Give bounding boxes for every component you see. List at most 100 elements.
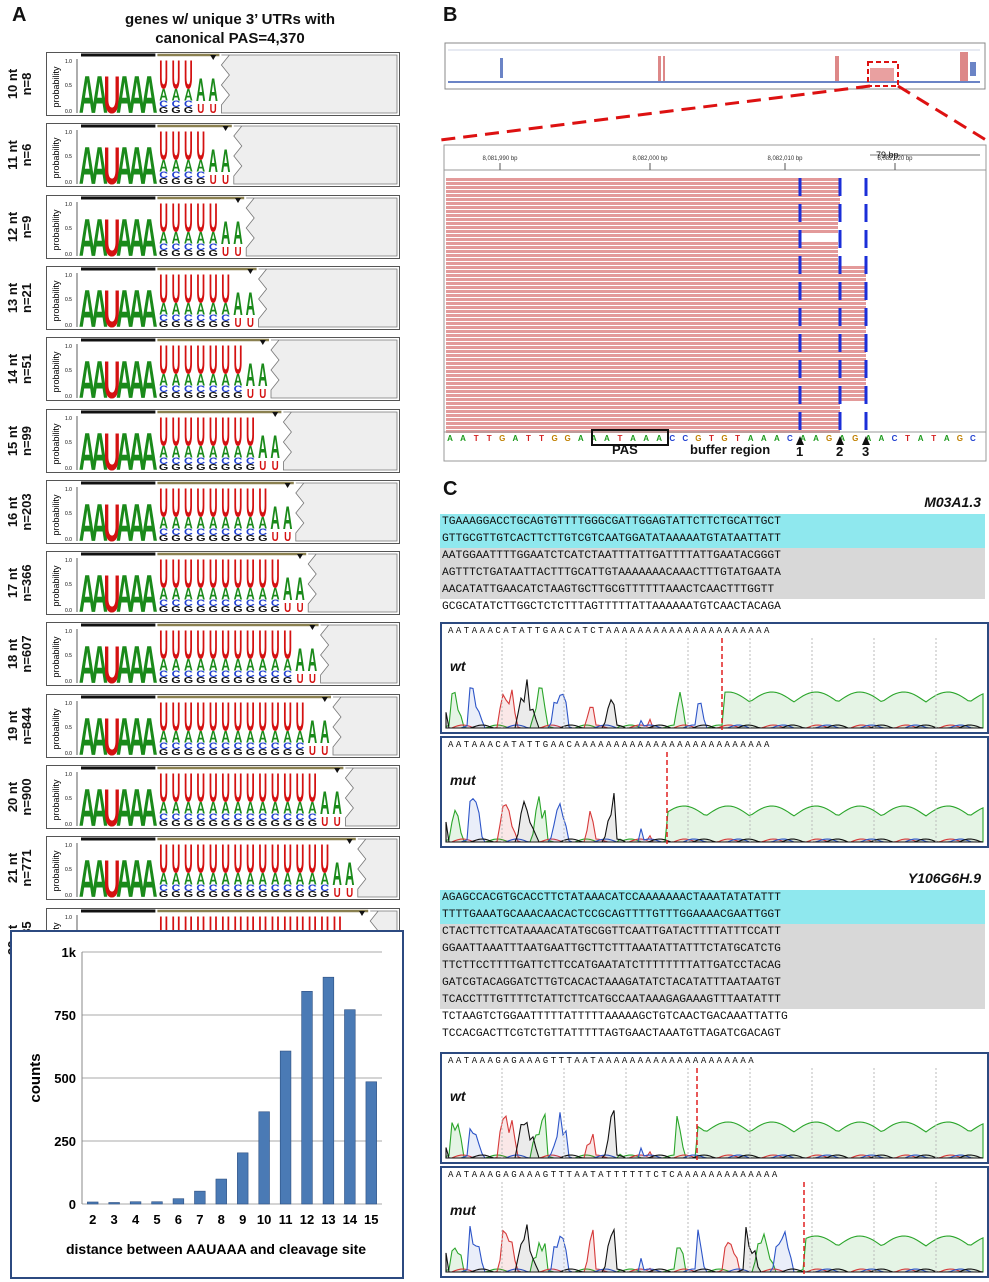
svg-text:A: A <box>196 74 206 109</box>
svg-text:U: U <box>259 388 266 400</box>
svg-text:G: G <box>721 434 727 443</box>
svg-text:G: G <box>258 891 267 899</box>
svg-text:A: A <box>91 778 108 828</box>
svg-text:C: C <box>221 741 230 751</box>
svg-text:A: A <box>447 434 453 443</box>
svg-text:A: A <box>141 350 158 400</box>
x-tick-label: 7 <box>196 1212 203 1227</box>
probability-axis-label: probability <box>51 422 61 464</box>
row-count: n=203 <box>19 493 34 531</box>
svg-text:A: A <box>209 800 218 818</box>
svg-text:A: A <box>209 372 218 390</box>
svg-text:U: U <box>104 350 121 400</box>
svg-text:C: C <box>196 385 205 395</box>
svg-text:G: G <box>246 463 255 471</box>
svg-text:C: C <box>209 242 218 252</box>
svg-text:G: G <box>208 677 217 685</box>
svg-text:A: A <box>258 359 268 394</box>
svg-text:A: A <box>172 657 181 675</box>
svg-text:G: G <box>320 891 329 899</box>
svg-text:C: C <box>271 741 280 751</box>
svg-text:G: G <box>159 534 168 542</box>
svg-text:C: C <box>172 527 181 537</box>
svg-text:0.0: 0.0 <box>65 537 72 543</box>
svg-text:G: G <box>283 677 292 685</box>
svg-text:A: A <box>258 871 267 889</box>
svg-text:A: A <box>246 871 255 889</box>
svg-text:C: C <box>258 884 267 894</box>
svg-text:A: A <box>208 145 218 180</box>
svg-text:C: C <box>172 385 181 395</box>
logo-row-label: 15 nt n=99 <box>0 409 40 473</box>
svg-text:U: U <box>104 635 121 685</box>
svg-text:U: U <box>309 745 316 757</box>
x-tick-label: 14 <box>343 1212 358 1227</box>
svg-text:G: G <box>184 820 193 828</box>
svg-text:U: U <box>221 339 230 384</box>
svg-text:A: A <box>184 87 193 105</box>
svg-text:U: U <box>159 553 168 598</box>
probability-axis-label: probability <box>51 209 61 251</box>
histogram-bar <box>194 1190 206 1205</box>
row-length: 21 nt <box>5 853 20 884</box>
svg-text:C: C <box>221 599 230 609</box>
site-1-label: 1 <box>796 444 804 459</box>
probability-axis-label: probability <box>51 565 61 607</box>
svg-text:A: A <box>296 800 305 818</box>
svg-text:U: U <box>209 766 218 811</box>
svg-text:G: G <box>196 321 205 329</box>
svg-text:U: U <box>172 125 181 170</box>
svg-text:A: A <box>196 515 205 533</box>
svg-text:U: U <box>284 602 291 614</box>
svg-text:C: C <box>184 171 193 181</box>
svg-text:C: C <box>308 884 317 894</box>
probability-axis-label: probability <box>51 708 61 750</box>
svg-text:A: A <box>630 434 636 443</box>
svg-text:G: G <box>159 107 168 115</box>
logo-row: 17 nt n=366 probability 1.0 0.5 0.0 A A U A A A G C A U… <box>0 551 420 624</box>
distance-histogram: 0 250 500 750 1k 2 3 4 5 6 7 8 9 10 11 12 13 14 15 counts di… <box>27 945 382 1257</box>
svg-text:A: A <box>246 515 255 533</box>
site-2-label: 2 <box>836 444 844 459</box>
svg-text:G: G <box>196 820 205 828</box>
svg-text:A: A <box>116 564 133 614</box>
svg-text:U: U <box>321 745 328 757</box>
svg-text:A: A <box>128 136 145 186</box>
gene1-name: M03A1.3 <box>924 494 981 510</box>
svg-text:A: A <box>270 501 280 536</box>
svg-text:A: A <box>308 800 317 818</box>
svg-text:A: A <box>172 87 181 105</box>
logo-row-length-count: 17 nt n=366 <box>5 564 34 601</box>
svg-text:A: A <box>308 715 318 750</box>
svg-text:A: A <box>944 434 950 443</box>
gene2-wt-basecalls: AATAAAGAGAAAGTTTAATAAAAAAAAAAAAAAAAAAAA <box>448 1056 757 1066</box>
svg-text:C: C <box>184 313 193 323</box>
svg-text:C: C <box>196 527 205 537</box>
svg-text:G: G <box>258 606 267 614</box>
buffer-region-label: buffer region <box>690 442 771 457</box>
svg-text:A: A <box>233 287 243 322</box>
x-tick-label: 12 <box>300 1212 314 1227</box>
logo-row-length-count: 14 nt n=51 <box>5 354 34 384</box>
svg-text:0.5: 0.5 <box>65 368 72 374</box>
svg-text:U: U <box>246 838 255 883</box>
svg-text:C: C <box>159 313 168 323</box>
svg-text:T: T <box>539 434 544 443</box>
svg-text:G: G <box>295 891 304 899</box>
svg-text:T: T <box>618 434 623 443</box>
svg-text:0.0: 0.0 <box>65 252 72 258</box>
svg-text:C: C <box>172 741 181 751</box>
svg-text:A: A <box>184 443 193 461</box>
svg-text:U: U <box>196 267 205 312</box>
svg-text:A: A <box>184 800 193 818</box>
svg-text:A: A <box>813 434 819 443</box>
svg-text:A: A <box>172 372 181 390</box>
logo-row: 13 nt n=21 probability 1.0 0.5 0.0 A A U A A A G C A U G… <box>0 265 420 339</box>
svg-text:A: A <box>196 657 205 675</box>
svg-text:C: C <box>258 599 267 609</box>
sequence-line: GATCGTACAGGATCTTGTCACACTAAAGATATCTACATAT… <box>440 975 985 992</box>
